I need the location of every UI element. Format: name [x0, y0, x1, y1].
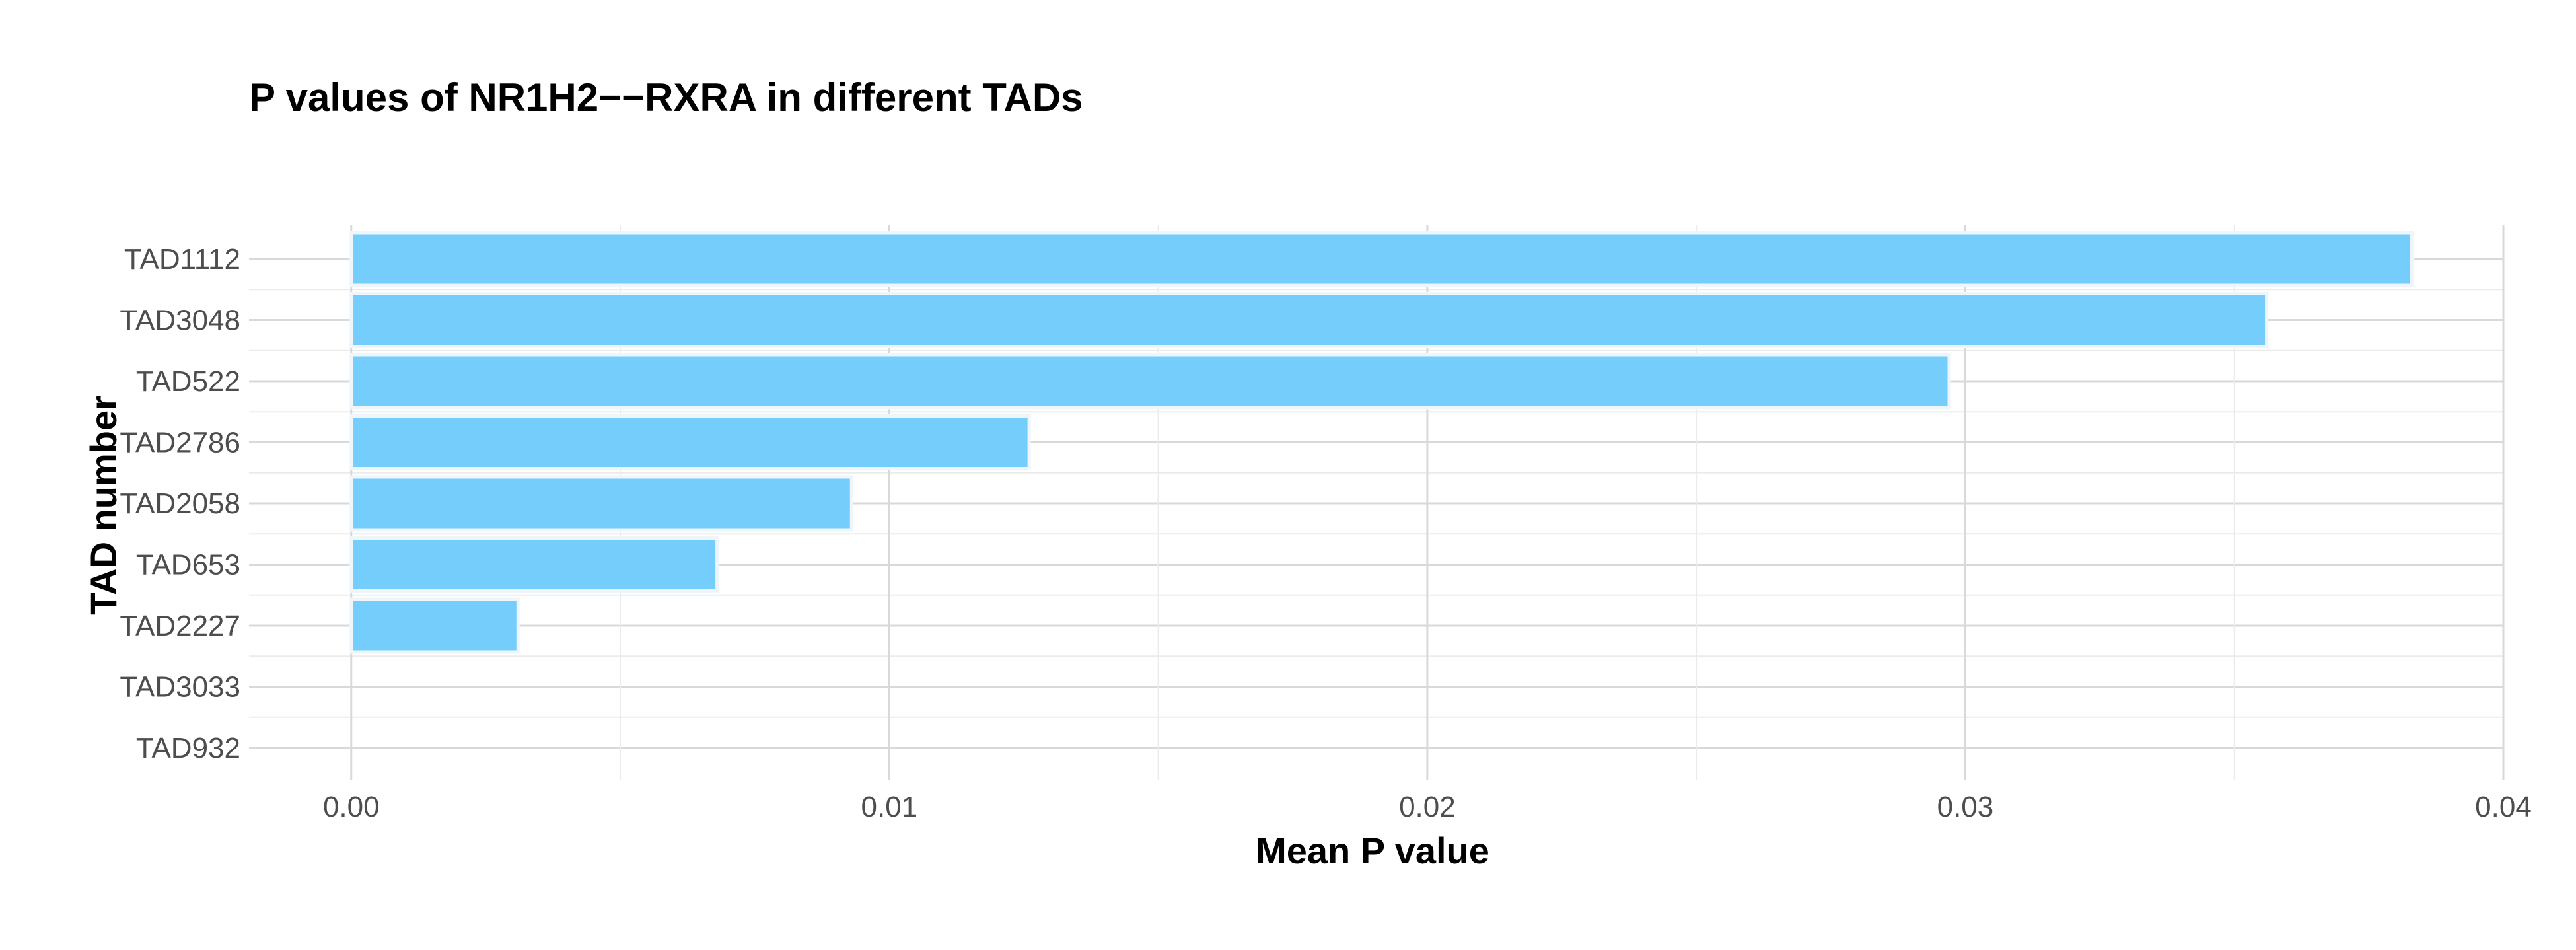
bar-tad653 — [349, 536, 719, 593]
bars — [349, 231, 2414, 654]
x-tick-labels: 0.00 0.01 0.02 0.03 0.04 — [323, 791, 2532, 823]
bar-tad3048 — [349, 292, 2269, 348]
bar-tad2786 — [349, 414, 1031, 470]
x-axis-title: Mean P value — [1256, 830, 1489, 871]
x-tick-label: 0.01 — [861, 791, 918, 823]
y-tick-label: TAD522 — [136, 365, 240, 398]
x-tick-label: 0.03 — [1937, 791, 1994, 823]
y-tick-label: TAD653 — [136, 549, 240, 581]
x-tick-label: 0.02 — [1399, 791, 1456, 823]
y-tick-label: TAD3033 — [120, 671, 240, 704]
y-tick-label: TAD932 — [136, 732, 240, 764]
bar-tad522 — [349, 353, 1951, 410]
y-tick-label: TAD3048 — [120, 305, 240, 337]
y-tick-label: TAD1112 — [124, 243, 240, 275]
y-tick-label: TAD2227 — [120, 610, 240, 642]
y-tick-label: TAD2058 — [120, 488, 240, 520]
bar-tad2227 — [349, 597, 520, 654]
bar-tad2058 — [349, 475, 853, 532]
x-tick-label: 0.04 — [2475, 791, 2532, 823]
chart-title: P values of NR1H2−−RXRA in different TAD… — [249, 75, 1083, 120]
bar-tad1112 — [349, 231, 2414, 287]
y-axis-title: TAD number — [83, 396, 124, 615]
y-tick-label: TAD2786 — [120, 427, 240, 459]
y-tick-labels: TAD1112 TAD3048 TAD522 TAD2786 TAD2058 TAD653… — [120, 243, 240, 764]
x-tick-label: 0.00 — [323, 791, 380, 823]
